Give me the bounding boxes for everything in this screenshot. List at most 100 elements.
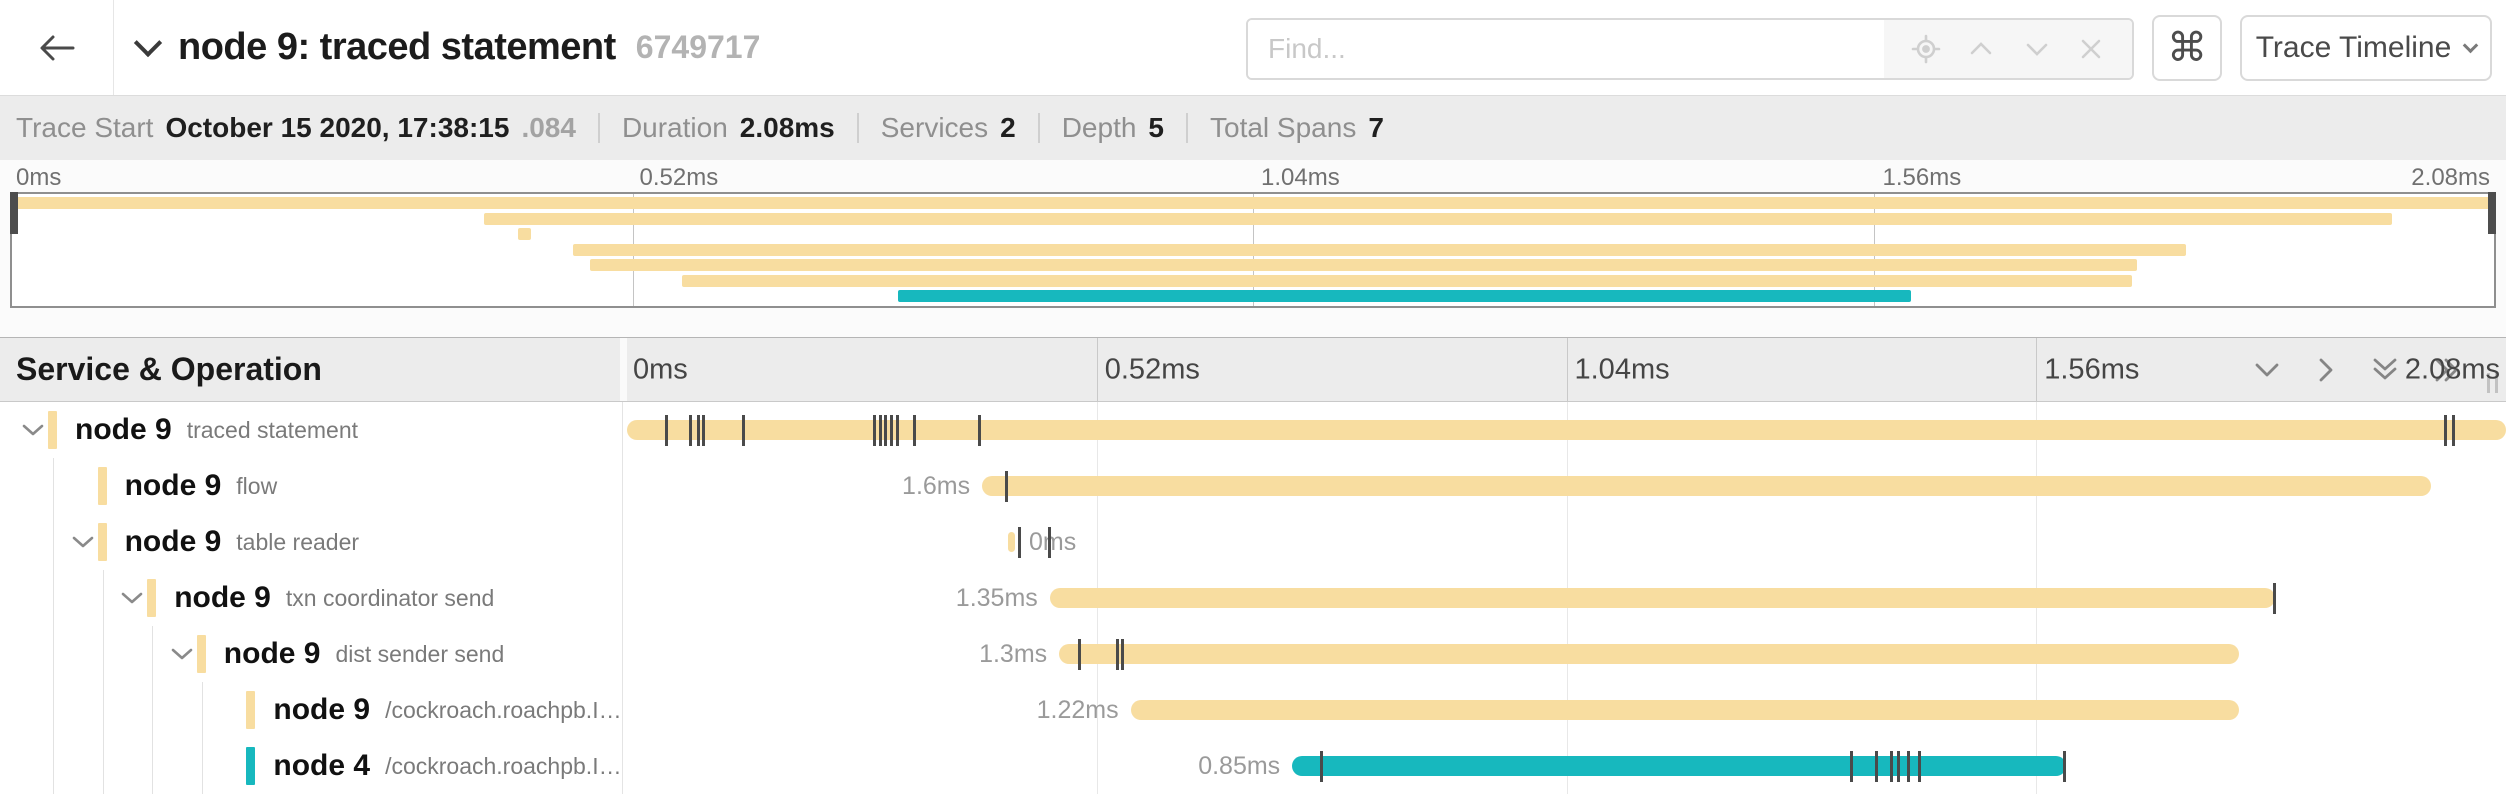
span-log-tick bbox=[1917, 751, 1921, 782]
span-row[interactable]: node 9 table reader 0ms bbox=[0, 514, 2506, 570]
minimap-tick-label: 1.56ms bbox=[1882, 164, 1962, 191]
service-name: node 9 bbox=[124, 469, 222, 502]
view-selector-label: Trace Timeline bbox=[2255, 31, 2452, 64]
minimap-tick-labels: 0ms 0.52ms 1.04ms 1.56ms 2.08ms bbox=[10, 164, 2496, 194]
find-box bbox=[1246, 18, 2134, 80]
span-name-cell[interactable]: node 9 traced statement bbox=[0, 402, 622, 458]
span-log-tick bbox=[1889, 751, 1893, 782]
back-button[interactable] bbox=[0, 0, 114, 95]
keyboard-shortcuts-button[interactable]: ⌘ bbox=[2152, 15, 2222, 81]
trace-stats-bar: Trace Start October 15 2020, 17:38:15 .084… bbox=[0, 96, 2506, 160]
service-color-swatch bbox=[147, 579, 157, 617]
expand-collapse-controls bbox=[2252, 338, 2462, 401]
span-name-cell[interactable]: node 9 dist sender send bbox=[0, 626, 622, 682]
span-row[interactable]: node 9/cockroach.roachpb.I… 1.22ms bbox=[0, 682, 2506, 738]
minimap-bar bbox=[898, 290, 1911, 302]
span-log-tick bbox=[878, 415, 882, 446]
span-row[interactable]: node 9 traced statement bbox=[0, 402, 2506, 458]
span-bar[interactable] bbox=[1008, 532, 1015, 552]
trace-title-group[interactable]: node 9: traced statement 6749717 bbox=[133, 0, 761, 95]
span-row[interactable]: node 4/cockroach.roachpb.I… 0.85ms bbox=[0, 738, 2506, 794]
span-log-tick bbox=[702, 415, 706, 446]
chevron-up-icon[interactable] bbox=[1966, 34, 1996, 64]
minimap-tick-label: 2.08ms bbox=[2411, 164, 2490, 191]
service-name: node 9 bbox=[124, 525, 222, 558]
trace-id: 6749717 bbox=[635, 29, 761, 65]
timeline-axis: 0ms 0.52ms 1.04ms 1.56ms 2.08ms bbox=[627, 338, 2506, 401]
span-name-cell[interactable]: node 9/cockroach.roachpb.I… bbox=[0, 682, 622, 738]
span-log-tick bbox=[2451, 415, 2455, 446]
axis-tick-label: 1.04ms bbox=[1574, 353, 1670, 385]
tree-guide-line bbox=[102, 738, 104, 794]
stat-label: Total Spans bbox=[1210, 112, 1357, 143]
stat-value: 2 bbox=[1000, 112, 1016, 143]
arrow-left-icon bbox=[40, 35, 74, 60]
span-log-tick bbox=[1320, 751, 1324, 782]
double-chevron-right-icon[interactable] bbox=[2432, 357, 2462, 383]
tree-guide-line bbox=[53, 570, 54, 626]
column-resize-grip[interactable] bbox=[2487, 373, 2498, 393]
span-timeline-cell[interactable]: 1.22ms bbox=[627, 682, 2506, 738]
expand-chevron-down-icon[interactable] bbox=[119, 590, 145, 606]
span-log-tick bbox=[1115, 639, 1119, 670]
expand-chevron-down-icon[interactable] bbox=[169, 646, 195, 662]
stat-item: Depth 5 bbox=[1062, 112, 1164, 144]
span-log-tick bbox=[1906, 751, 1910, 782]
span-log-tick bbox=[1897, 751, 1901, 782]
service-color-swatch bbox=[196, 635, 206, 673]
chevron-right-icon[interactable] bbox=[2314, 357, 2338, 383]
chevron-down-icon[interactable] bbox=[2252, 359, 2282, 381]
service-name: node 9 bbox=[223, 637, 321, 670]
span-timeline-cell[interactable]: 1.6ms bbox=[627, 458, 2506, 514]
trace-view-selector[interactable]: Trace Timeline bbox=[2240, 15, 2492, 81]
span-row[interactable]: node 9 dist sender send 1.3ms bbox=[0, 626, 2506, 682]
expand-chevron-down-icon[interactable] bbox=[70, 534, 96, 550]
expand-chevron-down-icon[interactable] bbox=[20, 422, 46, 438]
span-log-tick bbox=[978, 415, 982, 446]
locate-icon[interactable] bbox=[1911, 34, 1941, 64]
stat-item: Trace Start October 15 2020, 17:38:15 .084 bbox=[16, 112, 576, 144]
clear-icon[interactable] bbox=[2077, 35, 2105, 63]
span-name-cell[interactable]: node 4/cockroach.roachpb.I… bbox=[0, 738, 622, 794]
service-color-swatch bbox=[246, 691, 256, 729]
span-name-cell[interactable]: node 9 txn coordinator send bbox=[0, 570, 622, 626]
span-timeline-cell[interactable] bbox=[627, 402, 2506, 458]
minimap-handle-left[interactable] bbox=[10, 192, 18, 234]
operation-name: /cockroach.roachpb.I… bbox=[385, 696, 622, 723]
minimap-bar bbox=[590, 259, 2137, 271]
span-duration-label: 0.85ms bbox=[1198, 752, 1281, 780]
span-bar[interactable] bbox=[1059, 644, 2240, 664]
span-timeline-cell[interactable]: 1.3ms bbox=[627, 626, 2506, 682]
span-timeline-cell[interactable]: 1.35ms bbox=[627, 570, 2506, 626]
stat-value: 7 bbox=[1368, 112, 1384, 143]
span-log-tick bbox=[1874, 751, 1878, 782]
tree-guide-line bbox=[152, 626, 154, 682]
span-bar[interactable] bbox=[1049, 588, 2275, 608]
find-input[interactable] bbox=[1248, 20, 1884, 78]
span-log-tick bbox=[1017, 527, 1021, 558]
span-log-tick bbox=[1047, 527, 1051, 558]
minimap-bar bbox=[12, 197, 2494, 209]
stat-item: Total Spans 7 bbox=[1210, 112, 1384, 144]
span-bar[interactable] bbox=[627, 420, 2506, 440]
minimap-viewport[interactable] bbox=[10, 192, 2496, 308]
span-bar[interactable] bbox=[982, 476, 2431, 496]
minimap-tick-label: 0ms bbox=[16, 164, 62, 191]
span-log-tick bbox=[689, 415, 692, 446]
minimap-handle-right[interactable] bbox=[2488, 192, 2496, 234]
tree-guide-line bbox=[102, 626, 104, 682]
trace-minimap: 0ms 0.52ms 1.04ms 1.56ms 2.08ms bbox=[0, 160, 2506, 337]
span-bar[interactable] bbox=[1130, 700, 2240, 720]
span-name-cell[interactable]: node 9 table reader bbox=[0, 514, 622, 570]
span-row[interactable]: node 9 flow 1.6ms bbox=[0, 458, 2506, 514]
span-timeline-cell[interactable]: 0.85ms bbox=[627, 738, 2506, 794]
span-bar[interactable] bbox=[1292, 756, 2067, 776]
chevron-down-icon[interactable] bbox=[2022, 34, 2052, 64]
operation-name: traced statement bbox=[186, 416, 358, 443]
span-name-group: node 9 table reader bbox=[125, 514, 359, 570]
span-timeline-cell[interactable]: 0ms bbox=[627, 514, 2506, 570]
double-chevron-down-icon[interactable] bbox=[2370, 356, 2400, 384]
tree-guide-line bbox=[53, 738, 54, 794]
span-name-cell[interactable]: node 9 flow bbox=[0, 458, 622, 514]
span-row[interactable]: node 9 txn coordinator send 1.35ms bbox=[0, 570, 2506, 626]
